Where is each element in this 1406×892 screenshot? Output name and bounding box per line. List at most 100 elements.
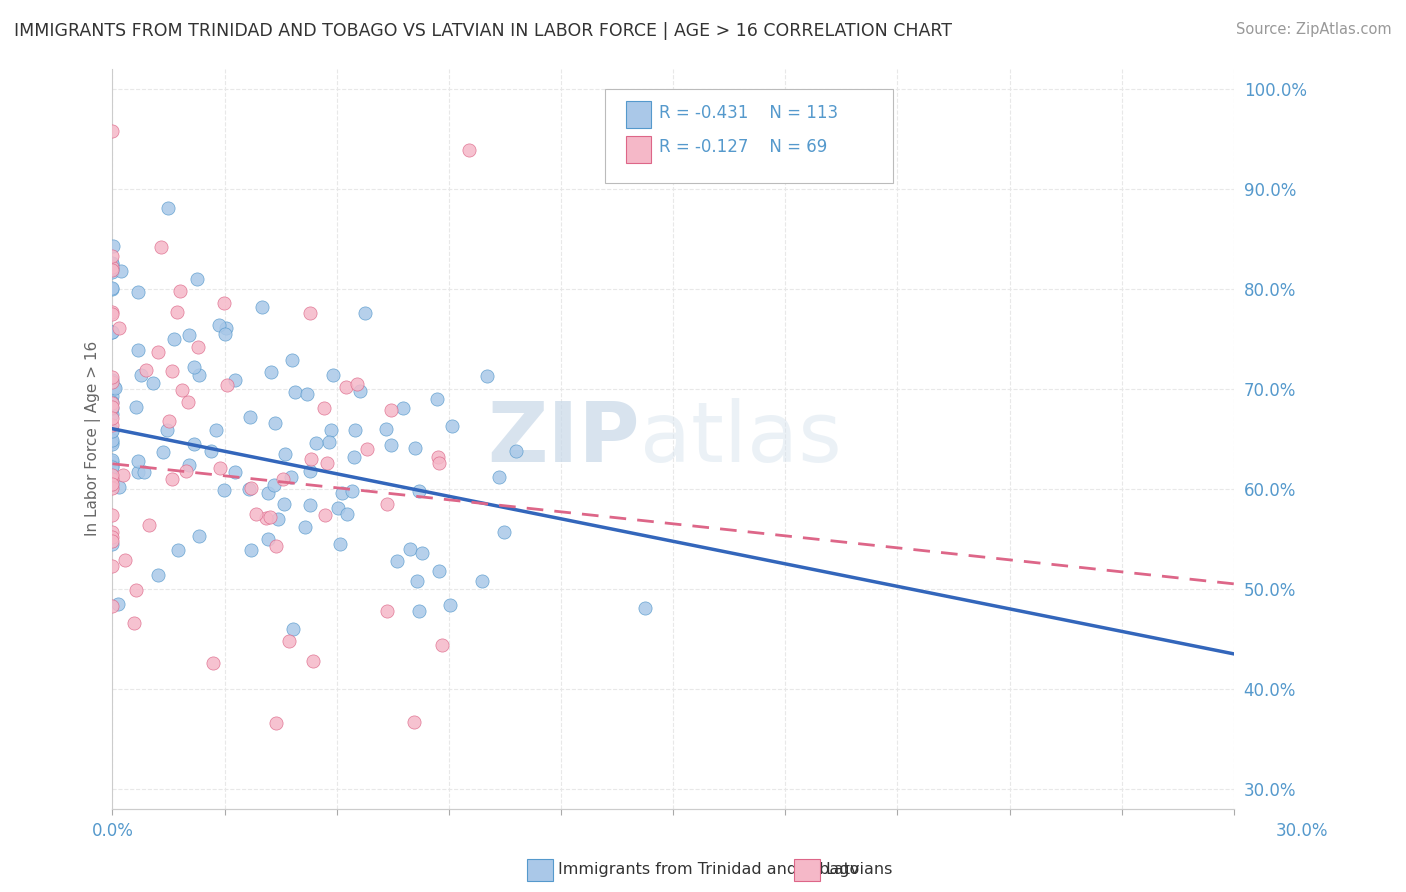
Point [101,599,124,614]
Point [505,443,527,458]
Point [314,508,336,522]
Point [125,582,148,597]
Point [111,467,134,482]
Point [183,360,205,375]
Point [101,326,124,340]
Point [132,465,155,479]
Text: R = -0.127    N = 69: R = -0.127 N = 69 [659,138,828,156]
Point [101,262,124,277]
Point [101,401,124,415]
Point [299,464,322,478]
Point [101,436,124,450]
Point [343,450,366,465]
Point [284,384,307,399]
Point [101,459,124,474]
Point [238,483,260,497]
Point [375,604,398,618]
Point [101,305,124,319]
Point [336,507,359,521]
Point [267,512,290,526]
Point [375,498,398,512]
Point [441,418,464,433]
Point [385,554,408,568]
Point [375,422,398,436]
Point [398,542,420,557]
Point [426,450,449,464]
Point [108,321,131,335]
Point [162,332,184,346]
Point [263,477,285,491]
Point [202,656,225,670]
Point [208,461,231,475]
Point [127,465,149,479]
Point [122,616,145,631]
Point [281,622,304,636]
Point [114,553,136,567]
Point [280,353,302,368]
Point [326,500,349,515]
Point [354,306,377,320]
Point [186,272,208,286]
Point [152,444,174,458]
Point [427,456,450,470]
Point [104,381,127,395]
Point [312,401,335,416]
Point [212,483,235,497]
Point [160,472,183,486]
Point [187,340,209,354]
Point [101,239,124,253]
Point [257,532,280,546]
Point [245,507,267,521]
Point [408,484,430,499]
Point [177,395,200,409]
Point [260,365,283,379]
Point [315,456,337,470]
Point [177,458,200,472]
Point [391,401,413,415]
Point [259,510,281,524]
Point [188,368,211,383]
Point [273,472,295,486]
Point [101,467,124,482]
Point [411,546,433,560]
Point [101,375,124,389]
Point [294,520,316,534]
Y-axis label: In Labor Force | Age > 16: In Labor Force | Age > 16 [86,341,101,536]
Point [101,396,124,410]
Point [101,260,124,274]
Point [427,564,450,578]
Point [101,508,124,523]
Point [101,250,124,264]
Point [280,469,302,483]
Point [200,444,222,458]
Text: IMMIGRANTS FROM TRINIDAD AND TOBAGO VS LATVIAN IN LABOR FORCE | AGE > 16 CORRELA: IMMIGRANTS FROM TRINIDAD AND TOBAGO VS L… [14,22,952,40]
Point [346,377,368,392]
Point [330,485,353,500]
Point [335,380,357,394]
Point [214,326,236,341]
Point [101,481,124,495]
Point [101,476,124,491]
Point [329,537,352,551]
Point [160,364,183,378]
Text: Immigrants from Trinidad and Tobago: Immigrants from Trinidad and Tobago [558,863,859,877]
Point [471,574,494,588]
Point [458,143,481,157]
Point [321,423,343,437]
Point [273,496,295,510]
Point [264,716,287,731]
Point [101,256,124,270]
Point [174,464,197,478]
Point [101,389,124,403]
Point [101,472,124,486]
Point [101,281,124,295]
Point [305,436,328,450]
Point [250,300,273,314]
Point [142,376,165,390]
Point [166,305,188,319]
Point [239,481,262,495]
Point [380,403,402,417]
Point [264,539,287,553]
Point [101,470,124,484]
Point [101,534,124,549]
